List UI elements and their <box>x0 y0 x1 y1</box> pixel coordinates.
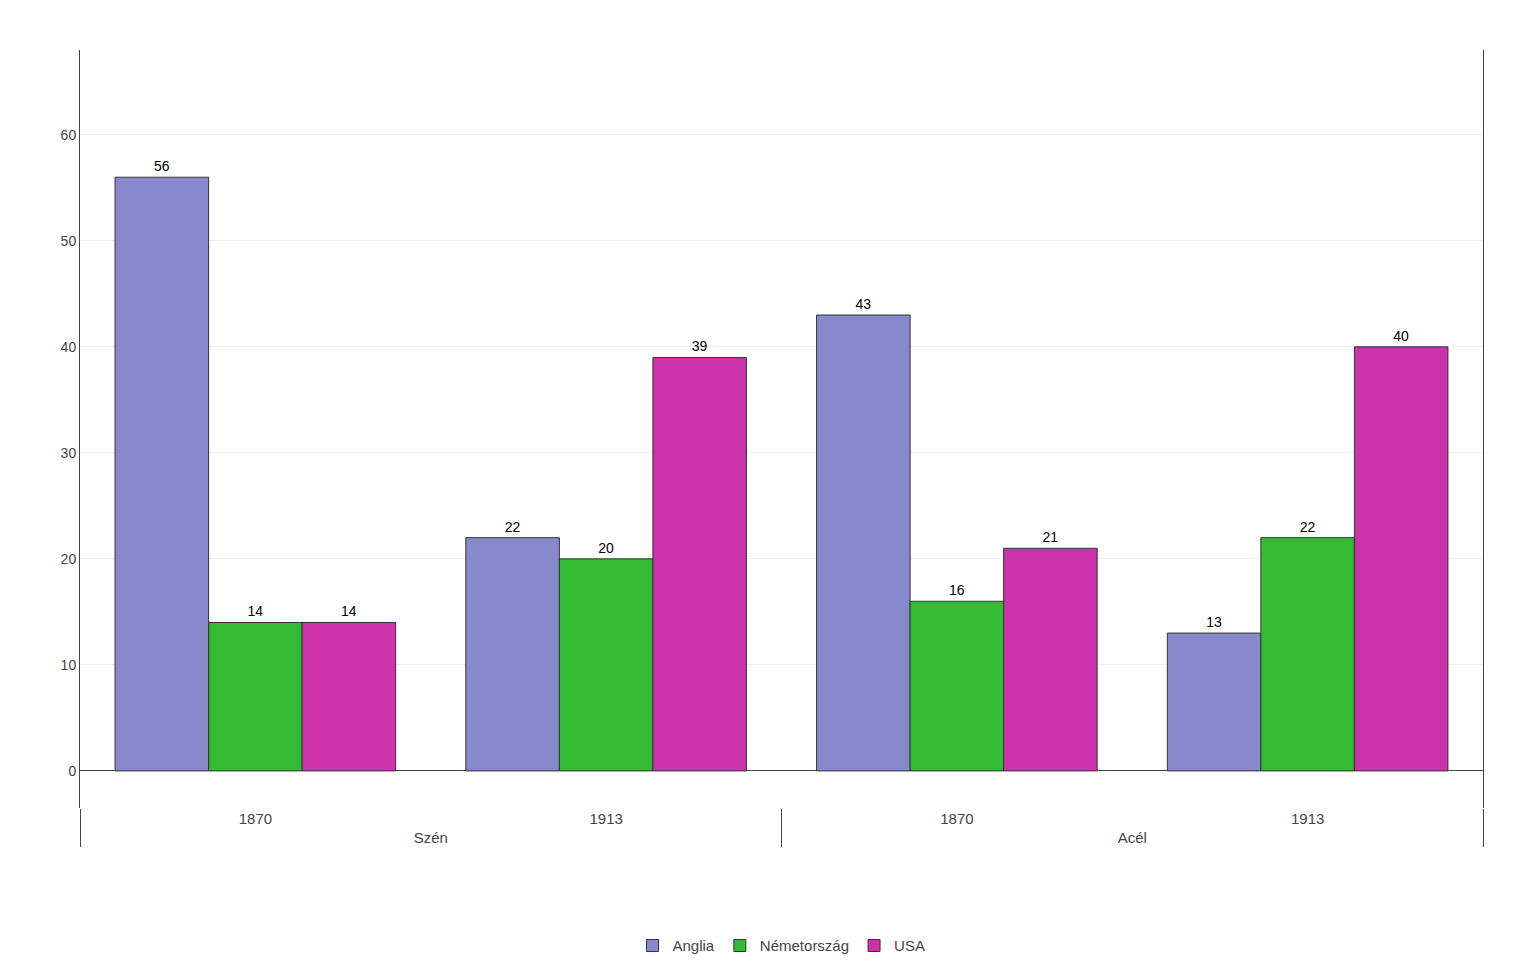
svg-text:14: 14 <box>341 603 357 619</box>
svg-text:20: 20 <box>61 551 77 567</box>
svg-text:50: 50 <box>61 233 77 249</box>
svg-text:20: 20 <box>598 540 614 556</box>
svg-text:13: 13 <box>1206 614 1222 630</box>
svg-text:22: 22 <box>1300 519 1316 535</box>
svg-text:39: 39 <box>692 338 708 354</box>
svg-text:10: 10 <box>61 657 77 673</box>
svg-text:1913: 1913 <box>589 810 622 827</box>
svg-text:14: 14 <box>247 603 263 619</box>
svg-text:Anglia: Anglia <box>673 937 715 954</box>
svg-text:1913: 1913 <box>1291 810 1324 827</box>
svg-text:0: 0 <box>68 763 76 779</box>
svg-text:Acél: Acél <box>1118 829 1147 846</box>
svg-text:43: 43 <box>855 296 871 312</box>
svg-text:Németország: Németország <box>760 937 849 954</box>
svg-text:40: 40 <box>1393 328 1409 344</box>
svg-text:56: 56 <box>154 158 170 174</box>
svg-text:40: 40 <box>61 339 77 355</box>
svg-text:22: 22 <box>505 519 521 535</box>
svg-text:1870: 1870 <box>239 810 272 827</box>
svg-text:1870: 1870 <box>940 810 973 827</box>
svg-text:Szén: Szén <box>414 829 448 846</box>
svg-text:21: 21 <box>1043 529 1059 545</box>
svg-text:USA: USA <box>894 937 925 954</box>
svg-text:60: 60 <box>61 127 77 143</box>
svg-text:30: 30 <box>61 445 77 461</box>
svg-text:16: 16 <box>949 582 965 598</box>
